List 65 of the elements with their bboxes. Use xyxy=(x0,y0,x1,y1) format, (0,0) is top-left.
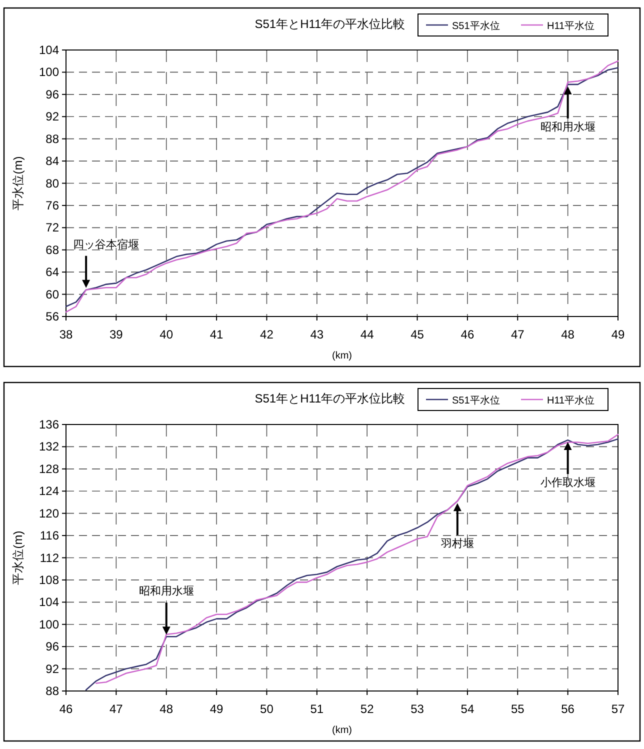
x-tick-label: 47 xyxy=(510,328,525,342)
y-tick-label: 68 xyxy=(46,242,60,257)
x-tick-label: 55 xyxy=(510,702,525,716)
y-axis-title: 平水位(m) xyxy=(11,530,25,585)
x-tick-label: 44 xyxy=(360,328,374,342)
y-tick-label: 72 xyxy=(46,220,60,235)
x-tick-label: 46 xyxy=(460,328,474,342)
y-tick-label: 112 xyxy=(40,550,60,565)
y-tick-label: 124 xyxy=(38,484,60,498)
x-tick-label: 38 xyxy=(59,328,73,342)
y-tick-label: 56 xyxy=(46,310,60,324)
y-axis-title: 平水位(m) xyxy=(11,156,25,210)
x-tick-label: 41 xyxy=(210,328,224,342)
x-tick-label: 52 xyxy=(360,702,374,716)
y-tick-label: 96 xyxy=(46,640,60,654)
y-tick-label: 108 xyxy=(38,572,60,587)
annotation: 四ッ谷本宿堰 xyxy=(73,238,139,251)
y-tick-label: 128 xyxy=(38,462,60,476)
x-tick-label: 49 xyxy=(611,328,625,342)
y-tick-label: 100 xyxy=(38,65,60,80)
y-tick-label: 100 xyxy=(38,617,60,632)
x-tick-label: 56 xyxy=(561,702,575,716)
chart-title: S51年とH11年の平水位比較 xyxy=(254,392,406,406)
chart-title: S51年とH11年の平水位比較 xyxy=(254,17,406,31)
y-tick-label: 60 xyxy=(46,287,60,302)
y-tick-label: 116 xyxy=(40,528,60,543)
annotation: 昭和用水堰 xyxy=(138,584,194,598)
x-tick-label: 47 xyxy=(110,702,124,716)
x-tick-label: 43 xyxy=(310,328,324,342)
y-tick-label: 92 xyxy=(46,662,60,676)
y-tick-label: 88 xyxy=(46,132,60,146)
y-tick-label: 76 xyxy=(46,198,60,212)
x-tick-label: 39 xyxy=(110,328,124,342)
x-tick-label: 50 xyxy=(260,702,274,716)
x-tick-label: 48 xyxy=(160,702,174,716)
x-tick-label: 49 xyxy=(210,702,224,716)
x-axis-title: (km) xyxy=(332,725,352,736)
y-tick-label: 92 xyxy=(46,110,60,124)
x-tick-label: 51 xyxy=(310,702,324,716)
y-tick-label: 120 xyxy=(38,506,60,520)
x-tick-label: 57 xyxy=(611,702,625,716)
y-tick-label: 96 xyxy=(46,87,60,102)
x-tick-label: 40 xyxy=(160,328,174,342)
y-tick-label: 84 xyxy=(46,154,60,168)
legend-label: S51平水位 xyxy=(452,394,500,406)
annotation: 小作取水堰 xyxy=(540,476,596,490)
annotation: 羽村堰 xyxy=(440,537,474,550)
x-tick-label: 46 xyxy=(59,702,73,716)
legend-label: H11平水位 xyxy=(547,394,595,406)
y-tick-label: 104 xyxy=(38,43,60,57)
x-tick-label: 45 xyxy=(410,328,424,342)
legend-label: H11平水位 xyxy=(547,20,595,32)
x-tick-label: 48 xyxy=(561,328,575,342)
y-tick-label: 64 xyxy=(46,265,60,280)
y-tick-label: 104 xyxy=(38,595,60,610)
x-tick-label: 42 xyxy=(260,328,274,342)
y-tick-label: 88 xyxy=(46,684,60,698)
legend-label: S51平水位 xyxy=(452,20,500,32)
x-tick-label: 53 xyxy=(410,702,424,716)
annotation: 昭和用水堰 xyxy=(540,120,596,134)
y-tick-label: 136 xyxy=(38,418,60,432)
y-tick-label: 132 xyxy=(38,440,60,454)
x-axis-title: (km) xyxy=(332,350,352,362)
x-tick-label: 54 xyxy=(460,702,474,716)
y-tick-label: 80 xyxy=(46,176,60,190)
